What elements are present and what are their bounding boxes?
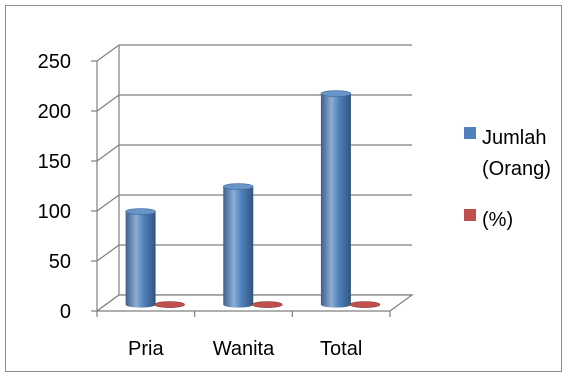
legend-label-0: Jumlah <box>482 127 546 149</box>
bar-top <box>320 90 352 97</box>
y-tick-label: 150 <box>38 151 71 173</box>
bar-top <box>125 208 156 215</box>
legend-swatch-1 <box>464 209 476 221</box>
bar-total-0 <box>320 93 351 308</box>
gridline-diagonal <box>96 244 120 262</box>
y-tick-label: 200 <box>38 101 71 123</box>
legend-swatch-0 <box>464 127 476 139</box>
gridline-diagonal <box>96 144 120 162</box>
bar-total-1 <box>349 301 381 308</box>
bar-top <box>222 183 254 190</box>
gridline-diagonal <box>96 194 120 212</box>
y-tick-label: 100 <box>38 201 71 223</box>
bar-pria-0 <box>125 211 156 308</box>
gridline-diagonal <box>96 44 120 62</box>
bar-pria-1 <box>154 301 185 308</box>
bar-wanita-0 <box>223 186 254 308</box>
bar-wanita-1 <box>251 301 283 308</box>
y-tick-label: 0 <box>60 301 71 323</box>
legend-label-0: (Orang) <box>482 158 551 180</box>
y-tick-label: 250 <box>38 51 71 73</box>
y-tick-label: 50 <box>49 251 71 273</box>
gridline-diagonal <box>96 94 120 112</box>
x-tick-label: Pria <box>128 338 164 360</box>
chart-frame <box>5 5 562 372</box>
x-tick-label: Wanita <box>213 338 275 360</box>
legend-label-1: (%) <box>482 209 513 231</box>
x-tick-label: Total <box>320 338 362 360</box>
